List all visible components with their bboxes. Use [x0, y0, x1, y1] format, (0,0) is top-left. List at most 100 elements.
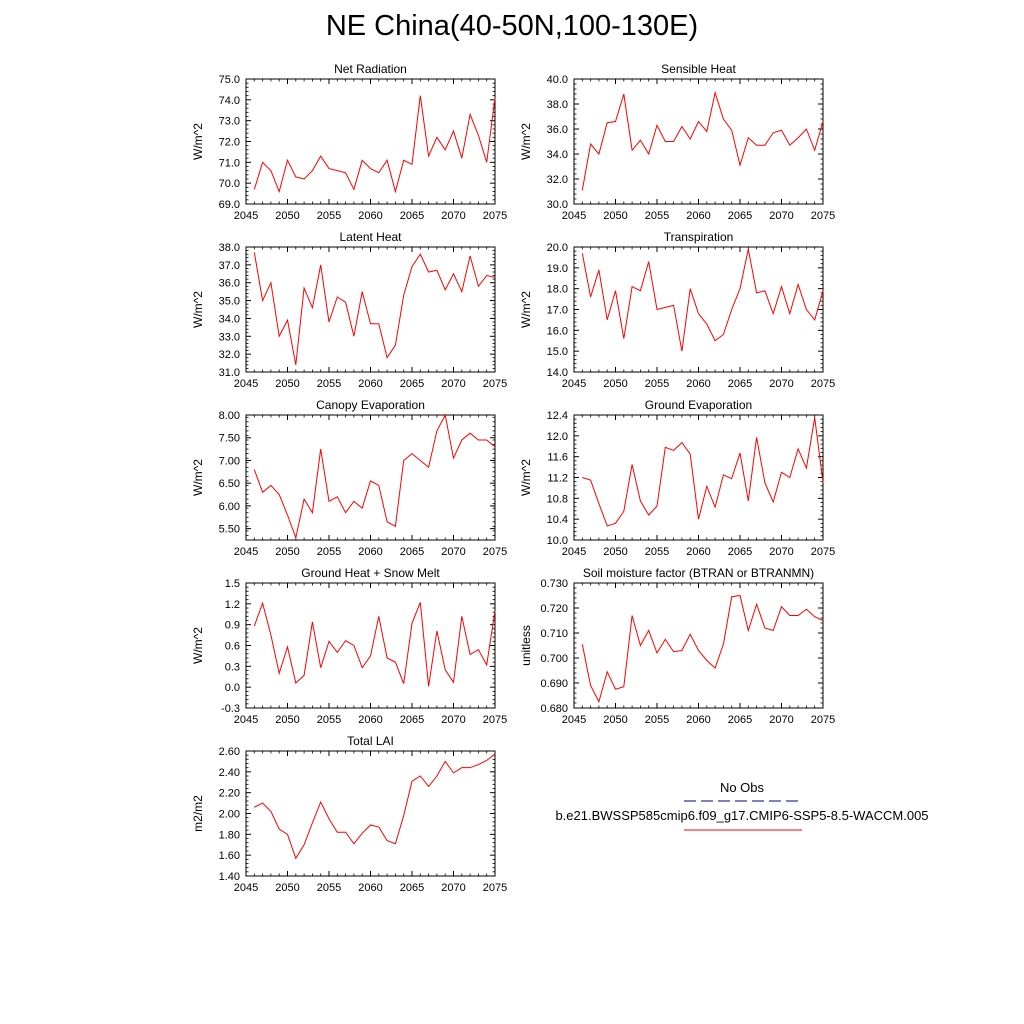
y-tick-label: 7.50	[219, 433, 240, 445]
y-tick-label: 10.0	[547, 535, 568, 547]
x-tick-label: 2050	[275, 546, 299, 558]
panel-title: Latent Heat	[339, 230, 402, 244]
panel-4: Canopy Evaporation W/m^2 2045 2050 2055 2060 2…	[191, 398, 507, 558]
x-tick-label: 2055	[645, 210, 669, 222]
y-tick-label: 0.0	[225, 682, 240, 694]
x-tick-label: 2075	[811, 378, 835, 390]
y-tick-label: 34.0	[219, 313, 240, 325]
x-tick-label: 2050	[275, 210, 299, 222]
y-tick-label: 6.50	[219, 478, 240, 490]
plot-frame	[245, 246, 496, 373]
x-tick-label: 2070	[441, 714, 465, 726]
y-tick-label: 10.8	[547, 493, 568, 505]
x-tick-label: 2050	[603, 714, 627, 726]
y-tick-label: 0.720	[540, 603, 568, 615]
panel-0: Net Radiation W/m^2 2045 2050 2055 2060 2065 20…	[191, 62, 507, 222]
y-tick-label: 73.0	[219, 116, 240, 128]
y-tick-label: 38.0	[219, 242, 240, 254]
y-axis-label: m2/m2	[191, 795, 205, 832]
y-tick-label: 72.0	[219, 137, 240, 149]
y-axis-label: unitless	[519, 625, 533, 666]
y-tick-label: 0.710	[540, 628, 568, 640]
x-tick-label: 2045	[562, 378, 586, 390]
plot-frame	[573, 414, 824, 541]
y-tick-label: 36.0	[547, 124, 568, 136]
y-tick-label: 10.4	[547, 514, 568, 526]
y-tick-label: 31.0	[219, 367, 240, 379]
x-tick-label: 2070	[441, 882, 465, 894]
y-tick-label: 2.60	[219, 746, 240, 758]
y-tick-label: 40.0	[547, 74, 568, 86]
y-tick-label: 35.0	[219, 296, 240, 308]
panel-title: Canopy Evaporation	[316, 398, 425, 412]
figure-title: NE China(40-50N,100-130E)	[325, 10, 699, 42]
panel-2: Latent Heat W/m^2 2045 2050 2055 2060 2065 2070…	[191, 230, 507, 390]
y-tick-label: 8.00	[219, 410, 240, 422]
x-tick-label: 2065	[400, 378, 424, 390]
y-tick-label: 34.0	[547, 149, 568, 161]
y-tick-label: 36.0	[219, 278, 240, 290]
y-axis-label: W/m^2	[519, 459, 533, 496]
y-tick-label: 1.40	[219, 871, 240, 883]
panel-1: Sensible Heat W/m^2 2045 2050 2055 2060 2065 20…	[519, 62, 835, 222]
x-tick-label: 2065	[728, 378, 752, 390]
y-axis-label: W/m^2	[519, 291, 533, 328]
panel-title: Transpiration	[664, 230, 734, 244]
y-tick-label: 0.9	[225, 620, 240, 632]
x-tick-label: 2065	[400, 210, 424, 222]
y-tick-label: 69.0	[219, 199, 240, 211]
y-tick-label: 0.730	[540, 578, 568, 590]
y-tick-label: 37.0	[219, 260, 240, 272]
x-tick-label: 2045	[562, 714, 586, 726]
series-line	[582, 417, 824, 527]
x-tick-label: 2075	[483, 882, 507, 894]
series-line	[581, 248, 824, 352]
x-tick-label: 2050	[603, 546, 627, 558]
y-axis-label: W/m^2	[191, 459, 205, 496]
plot-frame	[573, 582, 824, 709]
x-tick-label: 2045	[562, 546, 586, 558]
panel-title: Total LAI	[347, 734, 394, 748]
x-tick-label: 2070	[441, 378, 465, 390]
y-tick-label: 6.00	[219, 501, 240, 513]
x-tick-label: 2060	[686, 714, 710, 726]
panel-title: Ground Heat + Snow Melt	[301, 566, 440, 580]
x-tick-label: 2060	[686, 546, 710, 558]
y-tick-label: 2.20	[219, 788, 240, 800]
x-tick-label: 2060	[686, 210, 710, 222]
x-tick-label: 2045	[234, 714, 258, 726]
y-tick-label: 12.0	[547, 431, 568, 443]
y-tick-label: 32.0	[547, 174, 568, 186]
x-tick-label: 2050	[275, 882, 299, 894]
y-tick-label: 30.0	[547, 199, 568, 211]
plot-frame	[245, 414, 496, 541]
series-line	[253, 413, 496, 540]
x-tick-label: 2075	[811, 546, 835, 558]
x-tick-label: 2060	[358, 378, 382, 390]
y-tick-label: 0.3	[225, 661, 240, 673]
x-tick-label: 2060	[358, 546, 382, 558]
y-tick-label: 32.0	[219, 349, 240, 361]
x-tick-label: 2045	[234, 378, 258, 390]
x-tick-label: 2070	[441, 546, 465, 558]
y-tick-label: 2.40	[219, 767, 240, 779]
x-tick-label: 2065	[728, 210, 752, 222]
x-tick-label: 2045	[234, 210, 258, 222]
x-tick-label: 2055	[317, 882, 341, 894]
y-tick-label: 2.00	[219, 809, 240, 821]
x-tick-label: 2075	[811, 714, 835, 726]
y-axis-label: W/m^2	[191, 291, 205, 328]
x-tick-label: 2050	[275, 378, 299, 390]
panel-6: Ground Heat + Snow Melt W/m^2 2045 2050 2055…	[191, 566, 507, 726]
panel-title: Sensible Heat	[661, 62, 736, 76]
y-tick-label: 1.80	[219, 829, 240, 841]
legend-model-label: b.e21.BWSSP585cmip6.f09_g17.CMIP6-SSP5-8…	[555, 808, 928, 823]
x-tick-label: 2070	[769, 378, 793, 390]
y-tick-label: 0.690	[540, 678, 568, 690]
panel-8: Total LAI m2/m2 2045 2050 2055 2060 2065 2070 20…	[191, 734, 507, 894]
x-tick-label: 2075	[483, 714, 507, 726]
y-tick-label: 0.680	[540, 703, 568, 715]
x-tick-label: 2045	[234, 882, 258, 894]
y-tick-label: 15.0	[547, 346, 568, 358]
